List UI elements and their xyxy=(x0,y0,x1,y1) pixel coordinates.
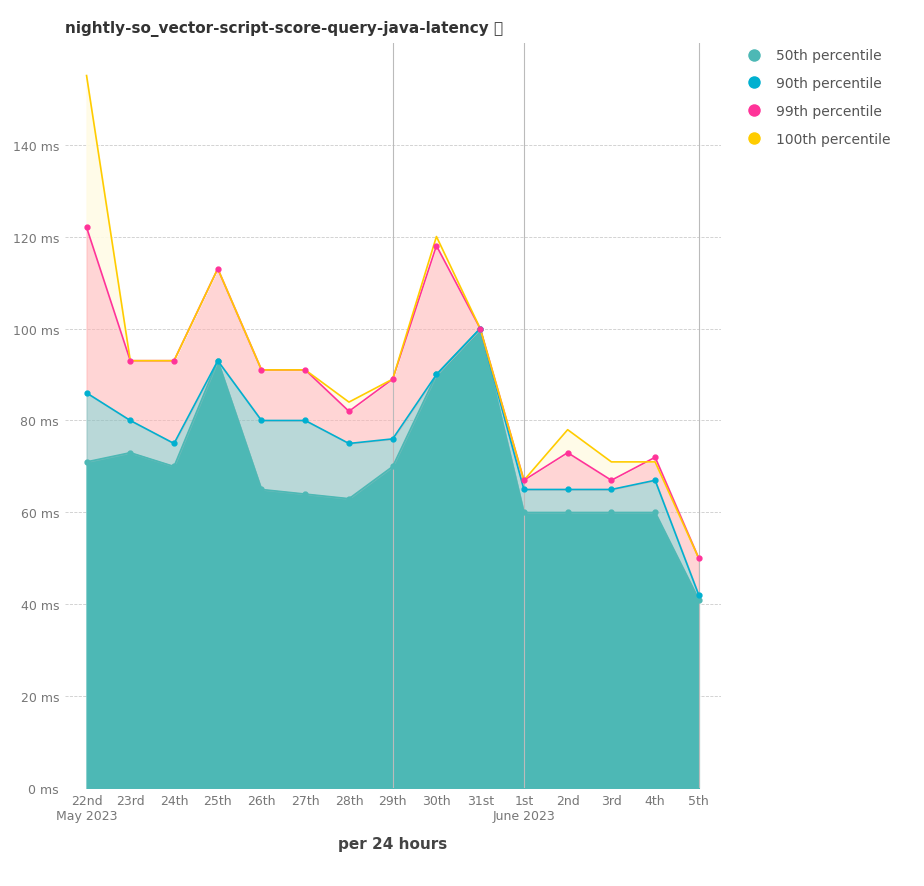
X-axis label: per 24 hours: per 24 hours xyxy=(338,835,447,851)
Text: nightly-so_vector-script-score-query-java-latency ⓘ: nightly-so_vector-script-score-query-jav… xyxy=(65,21,503,37)
Legend: 50th percentile, 90th percentile, 99th percentile, 100th percentile: 50th percentile, 90th percentile, 99th p… xyxy=(735,43,896,152)
